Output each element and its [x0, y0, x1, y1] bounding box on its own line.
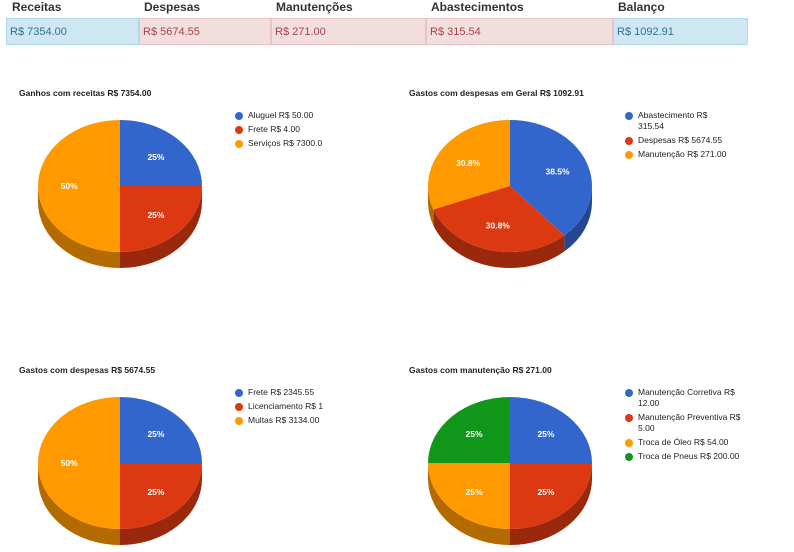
legend-item[interactable]: Frete R$ 4.00	[235, 124, 365, 135]
legend-dot-icon	[235, 126, 243, 134]
pie-slice-label: 25%	[147, 210, 164, 220]
pie-slice[interactable]	[120, 186, 202, 252]
pie-slice-label: 50%	[61, 181, 78, 191]
legend-dot-icon	[625, 389, 633, 397]
pie-slice-side	[428, 186, 434, 226]
legend-dot-icon	[625, 112, 633, 120]
value-abastecimentos: R$ 315.54	[426, 18, 613, 45]
header-abastecimentos: Abastecimentos	[431, 0, 524, 14]
pie-slice[interactable]	[428, 463, 510, 529]
legend-item[interactable]: Serviços R$ 7300.0	[235, 138, 365, 149]
legend-dot-icon	[625, 439, 633, 447]
legend-dot-icon	[625, 414, 633, 422]
pie-slice[interactable]	[510, 120, 592, 236]
pie-slice-label: 25%	[147, 487, 164, 497]
legend-despesas: Frete R$ 2345.55 Licenciamento R$ 1 Mult…	[235, 387, 365, 429]
pie-slice-label: 25%	[537, 487, 554, 497]
legend-item[interactable]: Troca de Óleo R$ 54.00	[625, 437, 750, 448]
legend-item[interactable]: Manutenção Corretiva R$ 12.00	[625, 387, 750, 409]
chart-title-despesas: Gastos com despesas R$ 5674.55	[19, 365, 156, 375]
legend-geral: Abastecimento R$ 315.54 Despesas R$ 5674…	[625, 110, 735, 163]
legend-dot-icon	[625, 453, 633, 461]
pie-slice[interactable]	[510, 463, 592, 529]
pie-slice-side	[38, 186, 120, 268]
pie-slice[interactable]	[120, 120, 202, 186]
pie-slice-side	[120, 463, 202, 545]
pie-slice-label: 25%	[147, 152, 164, 162]
pie-slice-label: 25%	[537, 429, 554, 439]
legend-dot-icon	[235, 389, 243, 397]
pie-slice-label: 25%	[466, 429, 483, 439]
legend-dot-icon	[625, 137, 633, 145]
value-receitas: R$ 7354.00	[6, 18, 139, 45]
chart-title-receitas: Ganhos com receitas R$ 7354.00	[19, 88, 152, 98]
pie-chart-geral: 38.5% 30.8% 30.8%	[428, 120, 592, 268]
pie-slice-label: 50%	[61, 458, 78, 468]
pie-chart-receitas: 25% 25% 50%	[38, 120, 202, 268]
pie-slice-label: 25%	[466, 487, 483, 497]
legend-item[interactable]: Manutenção Preventiva R$ 5.00	[625, 412, 750, 434]
legend-item[interactable]: Manutenção R$ 271.00	[625, 149, 735, 160]
header-balanco: Balanço	[618, 0, 665, 14]
pie-slice[interactable]	[38, 397, 120, 529]
legend-item[interactable]: Troca de Pneus R$ 200.00	[625, 451, 750, 462]
legend-manutencao: Manutenção Corretiva R$ 12.00 Manutenção…	[625, 387, 750, 465]
legend-dot-icon	[235, 417, 243, 425]
pie-slice-side	[428, 463, 510, 545]
pie-slice[interactable]	[120, 463, 202, 529]
legend-item[interactable]: Abastecimento R$ 315.54	[625, 110, 735, 132]
legend-dot-icon	[235, 403, 243, 411]
pie-slice-side	[564, 186, 592, 252]
legend-item[interactable]: Licenciamento R$ 1	[235, 401, 365, 412]
legend-item[interactable]: Aluguel R$ 50.00	[235, 110, 365, 121]
pie-slice-side	[120, 186, 202, 268]
legend-dot-icon	[235, 140, 243, 148]
header-receitas: Receitas	[12, 0, 62, 14]
legend-dot-icon	[625, 151, 633, 159]
pie-slice-label: 25%	[147, 429, 164, 439]
legend-dot-icon	[235, 112, 243, 120]
pie-chart-manutencao: 25% 25% 25% 25%	[428, 397, 592, 545]
pie-slice-label: 30.8%	[486, 221, 511, 231]
chart-title-manutencao: Gastos com manutenção R$ 271.00	[409, 365, 552, 375]
pie-slice-side	[433, 209, 565, 268]
pie-slice[interactable]	[428, 120, 510, 210]
pie-slice-label: 38.5%	[545, 166, 570, 176]
pie-slice[interactable]	[38, 120, 120, 252]
header-despesas: Despesas	[144, 0, 201, 14]
pie-slice-side	[38, 463, 120, 545]
value-manutencoes: R$ 271.00	[271, 18, 426, 45]
pie-slice[interactable]	[428, 397, 510, 463]
pie-slice[interactable]	[433, 186, 565, 252]
value-balanco: R$ 1092.91	[613, 18, 748, 45]
legend-item[interactable]: Multas R$ 3134.00	[235, 415, 365, 426]
legend-item[interactable]: Frete R$ 2345.55	[235, 387, 365, 398]
pie-slice-label: 30.8%	[456, 158, 481, 168]
legend-receitas: Aluguel R$ 50.00 Frete R$ 4.00 Serviços …	[235, 110, 365, 152]
value-despesas: R$ 5674.55	[139, 18, 271, 45]
pie-slice[interactable]	[510, 397, 592, 463]
pie-slice-side	[510, 463, 592, 545]
header-manutencoes: Manutenções	[276, 0, 353, 14]
pie-chart-despesas: 25% 25% 50%	[38, 397, 202, 545]
legend-item[interactable]: Despesas R$ 5674.55	[625, 135, 735, 146]
pie-slice[interactable]	[120, 397, 202, 463]
chart-title-geral: Gastos com despesas em Geral R$ 1092.91	[409, 88, 584, 98]
